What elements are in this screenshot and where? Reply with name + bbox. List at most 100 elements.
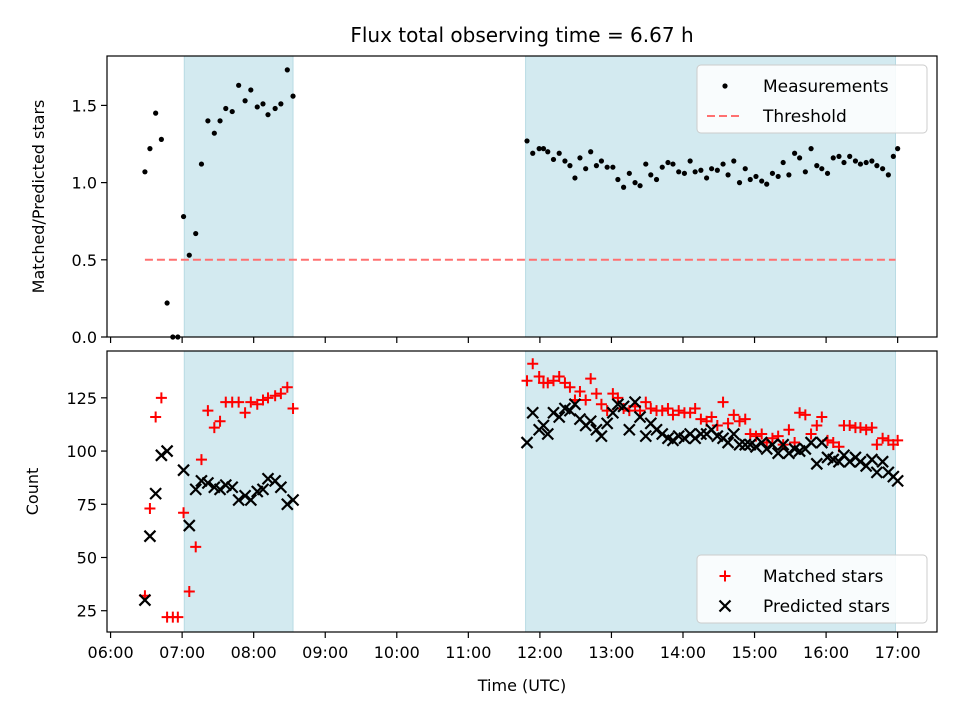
matched-stars-point xyxy=(854,422,866,434)
matched-stars-point xyxy=(640,396,652,408)
measurement-point xyxy=(260,101,266,107)
measurement-point xyxy=(583,166,589,172)
measurement-point xyxy=(731,158,737,164)
predicted-stars-point xyxy=(149,487,162,500)
y-tick-label: 0.0 xyxy=(72,328,97,347)
matched-stars-point xyxy=(533,371,545,383)
matched-stars-point xyxy=(275,388,287,400)
measurement-point xyxy=(659,164,665,170)
predicted-stars-point xyxy=(776,438,790,451)
measurement-point xyxy=(180,213,187,220)
matched-stars-point xyxy=(257,394,269,406)
matched-stars-point xyxy=(595,398,607,410)
measurement-point xyxy=(792,150,798,156)
measurement-point xyxy=(164,300,170,306)
bottom-panel-counts: 25 50 75 100 125 06:00 07:00 08:00 09:00 10:00 11:… xyxy=(23,350,938,662)
measurement-point xyxy=(742,166,748,172)
matched-stars-point xyxy=(805,428,817,440)
y-tick-label: 75 xyxy=(77,495,97,514)
predicted-stars-point xyxy=(628,395,642,409)
measurement-point xyxy=(593,163,600,169)
matched-stars-point xyxy=(155,392,167,404)
matched-stars-point xyxy=(734,415,746,427)
predicted-stars-point xyxy=(870,466,884,479)
predicted-stars-point xyxy=(694,427,708,441)
matched-stars-point xyxy=(527,358,539,370)
measurement-point xyxy=(284,67,290,73)
matched-stars-point xyxy=(717,396,729,408)
measurement-point xyxy=(236,82,242,88)
measurement-point xyxy=(714,167,720,173)
predicted-stars-point xyxy=(552,410,566,424)
predicted-stars-point xyxy=(177,463,190,477)
predicted-stars-point xyxy=(189,483,203,496)
measurement-point xyxy=(747,176,753,183)
y-axis-label: Matched/Predicted stars xyxy=(29,100,48,294)
measurement-point xyxy=(158,136,164,142)
matched-stars-point xyxy=(208,422,220,434)
matched-stars-point xyxy=(195,454,207,466)
measurement-point xyxy=(615,176,621,183)
measurement-point xyxy=(545,149,551,155)
measurement-point xyxy=(769,170,776,176)
matched-stars-point xyxy=(766,432,778,444)
measurement-point xyxy=(890,153,896,159)
predicted-stars-point xyxy=(595,429,608,443)
predicted-stars-point xyxy=(256,483,270,496)
matched-stars-point xyxy=(811,420,823,432)
measurement-point xyxy=(720,161,726,167)
matched-stars-point xyxy=(866,422,878,434)
y-tick-label: 125 xyxy=(66,389,97,408)
measurement-point xyxy=(863,159,869,166)
measurement-point xyxy=(588,149,594,155)
measurement-point xyxy=(572,175,578,181)
matched-stars-point xyxy=(667,409,679,421)
matched-stars-point xyxy=(233,396,245,408)
measurement-point xyxy=(857,161,864,167)
matched-stars-point xyxy=(871,439,883,451)
measurement-point xyxy=(819,166,825,172)
measurement-point xyxy=(229,108,235,115)
measurement-point xyxy=(698,167,704,173)
measurement-point xyxy=(725,172,731,178)
measurement-point xyxy=(643,161,649,167)
matched-stars-point xyxy=(722,417,734,429)
y-tick-label: 100 xyxy=(66,442,97,461)
measurement-point xyxy=(540,146,547,152)
matched-stars-point xyxy=(585,373,597,385)
matched-stars-point xyxy=(262,392,274,404)
matched-stars-point xyxy=(827,437,839,449)
predicted-stars-point xyxy=(537,419,550,432)
predicted-stars-point xyxy=(727,427,741,441)
matched-stars-point xyxy=(860,424,872,436)
predicted-stars-point xyxy=(201,476,215,490)
legend-marker-measurements xyxy=(722,83,728,89)
measurement-point xyxy=(802,169,808,175)
predicted-stars-point xyxy=(568,397,582,411)
predicted-stars-point xyxy=(138,593,152,607)
y-tick-label: 1.5 xyxy=(72,96,97,115)
measurement-point xyxy=(637,183,643,189)
measurement-point xyxy=(530,150,536,156)
x-tick-label: 16:00 xyxy=(803,643,849,662)
measurement-point xyxy=(687,158,693,164)
predicted-stars-point xyxy=(639,429,653,443)
matched-stars-point xyxy=(794,407,806,419)
matched-stars-point xyxy=(172,611,184,623)
legend-label: Predicted stars xyxy=(763,597,890,617)
predicted-stars-point xyxy=(733,438,746,451)
measurement-point xyxy=(670,161,676,167)
predicted-stars-point xyxy=(617,400,630,413)
matched-stars-point xyxy=(178,507,190,519)
predicted-stars-point xyxy=(891,474,904,488)
measurement-point xyxy=(786,172,792,178)
y-tick-label: 25 xyxy=(77,602,97,621)
predicted-stars-point xyxy=(541,427,555,441)
measurement-point xyxy=(814,163,820,169)
matched-stars-point xyxy=(645,402,657,414)
legend: Measurements Threshold xyxy=(696,64,928,134)
x-axis-label: Time (UTC) xyxy=(477,676,566,695)
matched-stars-point xyxy=(287,402,299,414)
predicted-stars-point xyxy=(721,436,735,449)
measurement-point xyxy=(193,230,199,237)
